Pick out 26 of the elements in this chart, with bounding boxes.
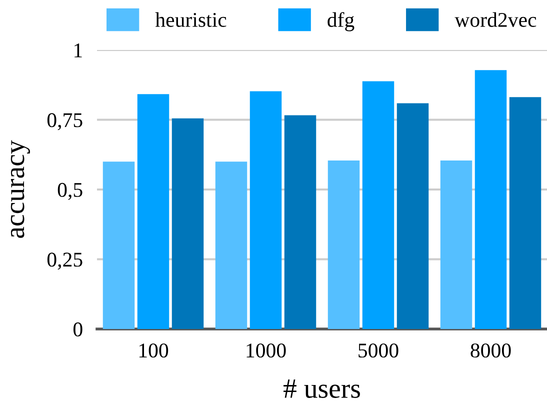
legend-label: word2vec: [454, 12, 536, 27]
x-tick-label: 8000: [470, 343, 511, 358]
bar: [396, 103, 429, 329]
bar: [284, 115, 316, 329]
y-tick-label: 0,75: [47, 113, 82, 130]
x-axis-title: # users: [284, 380, 360, 398]
bar: [474, 70, 507, 329]
y-axis-title: accuracy: [10, 140, 30, 238]
x-tick-label: 1000: [246, 343, 286, 358]
bar: [137, 94, 170, 329]
bar: [215, 162, 248, 329]
y-tick-label: 0,25: [47, 252, 82, 270]
bar: [172, 118, 204, 329]
x-tick-label: 100: [139, 343, 168, 358]
y-tick-label: 1: [74, 43, 82, 58]
bar: [328, 160, 360, 329]
y-tick-label: 0: [73, 322, 82, 336]
x-tick-label: 5000: [358, 343, 398, 358]
bar: [440, 160, 472, 329]
legend-label: heuristic: [155, 12, 226, 27]
bar: [102, 162, 135, 329]
legend-label: dfg: [328, 12, 354, 32]
bar: [250, 91, 282, 329]
bar: [362, 81, 394, 329]
y-tick-label: 0,5: [58, 182, 82, 200]
bar: [509, 97, 542, 329]
